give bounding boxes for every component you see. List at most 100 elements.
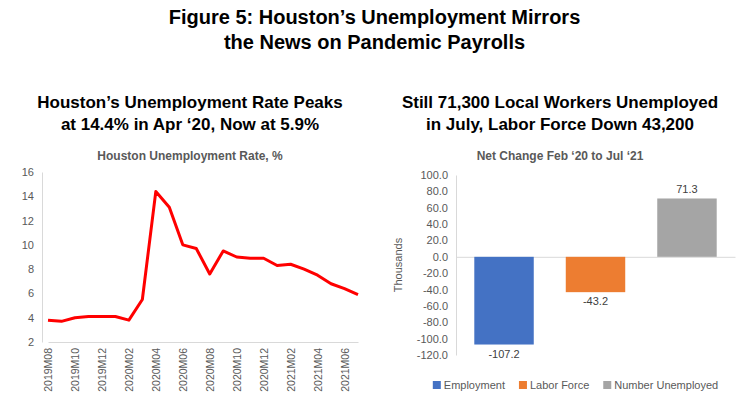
tick-label: 2020M08 — [204, 348, 216, 392]
line — [48, 191, 358, 321]
x-axis: 2019M08 2019M10 2019M12 2020M02 2020M04 2020M… — [42, 342, 358, 392]
y-tick: -60.0 — [423, 300, 456, 312]
y-axis: -120.0 -100.0 -80.0 -60.0 -40.0 -20.0 0.0 20.0 4… — [417, 169, 457, 361]
y-tick: 16 — [22, 166, 42, 178]
legend-label: Number Unemployed — [614, 379, 718, 391]
x-tick: 2020M10 — [231, 342, 243, 392]
chart-title: Houston’s Unemployment Rate Peaks — [37, 93, 342, 112]
y-tick: -20.0 — [423, 267, 456, 279]
legend-item: Labor Force — [519, 379, 589, 391]
legend-swatch — [519, 381, 527, 389]
axis-line — [42, 173, 43, 343]
y-tick: -40.0 — [423, 284, 456, 296]
x-tick: 2021M04 — [312, 342, 324, 392]
tick-label: 80.0 — [427, 185, 448, 197]
tick-label: 4 — [28, 312, 34, 324]
x-tick: 2020M08 — [204, 342, 216, 392]
tick-label: 2019M10 — [69, 348, 81, 392]
tick-label: 2020M10 — [231, 348, 243, 392]
chart-title: at 14.4% in Apr ‘20, Now at 5.9% — [61, 115, 319, 134]
tick-label: 2020M06 — [177, 348, 189, 392]
x-tick: 2019M12 — [96, 342, 108, 392]
y-tick: 4 — [28, 312, 42, 324]
tick-label: 2020M02 — [123, 348, 135, 392]
tick-label: 2020M04 — [150, 348, 162, 392]
y-tick: 40.0 — [427, 218, 456, 230]
tick-label: 2021M04 — [312, 348, 324, 392]
tick-label: 20.0 — [427, 234, 448, 246]
tick-label: 60.0 — [427, 202, 448, 214]
chart-figure: Figure 5: Houston’s Unemployment Mirrors… — [0, 0, 749, 401]
chart-subtitle: Houston Unemployment Rate, % — [97, 149, 283, 163]
x-tick: 2019M10 — [69, 342, 81, 392]
chart-title: in July, Labor Force Down 43,200 — [426, 115, 694, 134]
x-tick: 2021M06 — [339, 342, 351, 392]
legend-label: Employment — [444, 379, 505, 391]
tick-label: 10 — [22, 239, 34, 251]
tick-label: 8 — [28, 263, 34, 275]
legend-swatch — [603, 381, 611, 389]
tick-label: 2019M12 — [96, 348, 108, 392]
tick-label: 2021M02 — [285, 348, 297, 392]
x-tick: 2020M04 — [150, 342, 162, 392]
tick-label: -80.0 — [423, 316, 448, 328]
legend-item: Employment — [433, 379, 505, 391]
y-tick: 10 — [22, 239, 42, 251]
x-tick: 2020M12 — [258, 342, 270, 392]
tick-label: -20.0 — [423, 267, 448, 279]
tick-label: 2 — [28, 336, 34, 348]
tick-label: 2021M06 — [339, 348, 351, 392]
legend-item: Number Unemployed — [603, 379, 718, 391]
bar — [657, 198, 716, 256]
tick-label: -60.0 — [423, 300, 448, 312]
data-label: -43.2 — [583, 295, 608, 307]
tick-label: 16 — [22, 166, 34, 178]
axis-title: Thousands — [392, 237, 404, 292]
figure-title: the News on Pandemic Payrolls — [224, 31, 525, 53]
plot-area — [48, 191, 358, 321]
x-tick: 2020M02 — [123, 342, 135, 392]
y-tick: 80.0 — [427, 185, 456, 197]
y-tick: -120.0 — [417, 349, 456, 361]
y-tick: 20.0 — [427, 234, 456, 246]
legend: Employment Labor Force Number Unemployed — [433, 379, 718, 391]
plot-area — [474, 198, 716, 344]
data-label: 71.3 — [676, 183, 697, 195]
legend-label: Labor Force — [530, 379, 589, 391]
data-labels: -107.2 -43.2 71.3 — [488, 183, 697, 359]
tick-label: 6 — [28, 287, 34, 299]
y-tick: 100.0 — [420, 169, 456, 181]
tick-label: -120.0 — [417, 349, 448, 361]
y-tick: 2 — [28, 336, 42, 348]
y-tick: 12 — [22, 215, 42, 227]
axis-line — [456, 176, 457, 356]
chart-title: Still 71,300 Local Workers Unemployed — [402, 93, 718, 112]
tick-label: 14 — [22, 190, 34, 202]
axis-line — [49, 342, 359, 343]
tick-label: 12 — [22, 215, 34, 227]
tick-label: 2019M08 — [42, 348, 54, 392]
y-axis: 2 4 6 8 10 12 14 16 — [22, 166, 43, 348]
x-tick: 2019M08 — [42, 342, 54, 392]
tick-label: -100.0 — [417, 333, 448, 345]
bar — [474, 257, 533, 345]
figure-title: Figure 5: Houston’s Unemployment Mirrors — [169, 6, 581, 28]
legend-swatch — [433, 381, 441, 389]
x-tick: 2020M06 — [177, 342, 189, 392]
tick-label: -40.0 — [423, 284, 448, 296]
chart-subtitle: Net Change Feb ‘20 to Jul ‘21 — [477, 149, 644, 163]
y-tick: 6 — [28, 287, 42, 299]
y-tick: 8 — [28, 263, 42, 275]
data-label: -107.2 — [488, 348, 519, 360]
tick-label: 0.0 — [433, 251, 448, 263]
x-tick: 2021M02 — [285, 342, 297, 392]
tick-label: 100.0 — [420, 169, 448, 181]
y-tick: 14 — [22, 190, 42, 202]
y-tick: -80.0 — [423, 316, 456, 328]
tick-label: 2020M12 — [258, 348, 270, 392]
y-tick: -100.0 — [417, 333, 456, 345]
bar — [566, 257, 625, 292]
y-tick: 0.0 — [433, 251, 456, 263]
y-tick: 60.0 — [427, 202, 456, 214]
tick-label: 40.0 — [427, 218, 448, 230]
